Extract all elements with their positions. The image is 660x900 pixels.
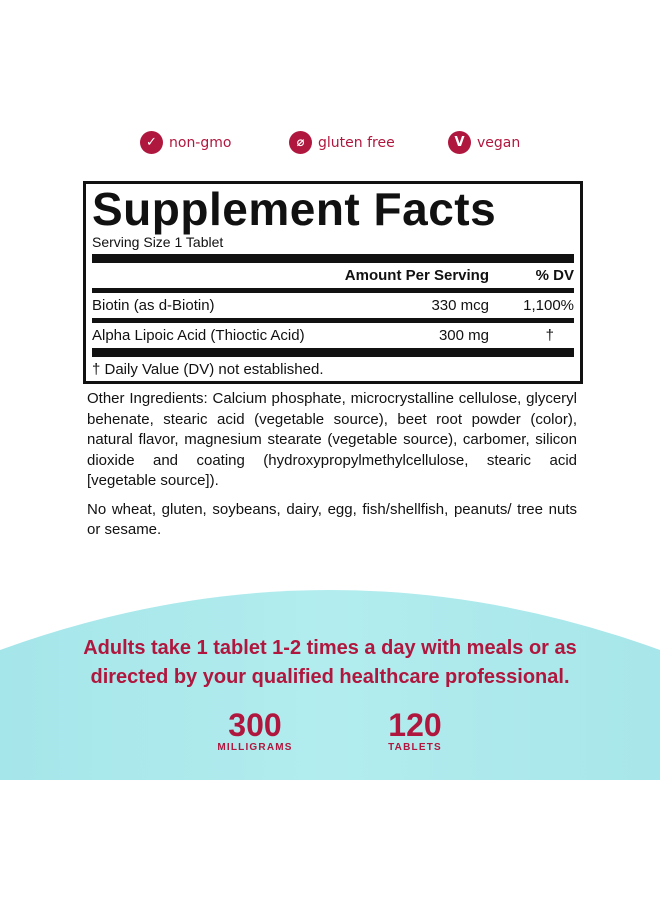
badge-label: non-gmo [169, 134, 232, 151]
stat-tablets: 120 TABLETS [370, 708, 460, 753]
nutrient-name: Biotin (as d-Biotin) [92, 297, 215, 314]
col-dv: % DV [535, 267, 574, 284]
directions: Adults take 1 tablet 1-2 times a day wit… [0, 634, 660, 692]
teal-background [0, 590, 660, 780]
nutrient-dv: † [545, 327, 554, 344]
badge-label: gluten free [318, 134, 395, 151]
nutrient-name: Alpha Lipoic Acid (Thioctic Acid) [92, 327, 305, 344]
col-amount: Amount Per Serving [344, 267, 489, 284]
stat-unit: TABLETS [388, 742, 442, 753]
stat-unit: MILLIGRAMS [217, 742, 293, 753]
badge-label: vegan [477, 134, 521, 151]
table-row: Biotin (as d-Biotin) 330 mcg 1,100% [92, 293, 574, 318]
wheat-icon: ⌀ [289, 131, 312, 154]
stat-milligrams: 300 MILLIGRAMS [205, 708, 305, 753]
v-icon: V [448, 131, 471, 154]
directions-line: Adults take 1 tablet 1-2 times a day wit… [83, 637, 577, 659]
nutrient-amount: 300 mg [438, 327, 489, 344]
other-ingredients: Other Ingredients: Calcium phosphate, mi… [87, 390, 577, 489]
nutrient-dv: 1,100% [523, 297, 574, 314]
divider [92, 288, 574, 293]
table-row: Alpha Lipoic Acid (Thioctic Acid) 300 mg † [92, 323, 574, 348]
facts-title: Supplement Facts [92, 183, 497, 235]
badge-gluten-free: ⌀ gluten free [289, 131, 395, 154]
allergen-statement: No wheat, gluten, soybeans, dairy, egg, … [87, 500, 577, 539]
divider [92, 254, 574, 263]
nutrient-amount: 330 mcg [431, 297, 489, 314]
stat-value: 120 [388, 707, 442, 743]
footnote: † Daily Value (DV) not established. [92, 361, 324, 378]
divider [92, 318, 574, 323]
check-icon: ✓ [140, 131, 163, 154]
serving-size: Serving Size 1 Tablet [92, 234, 224, 250]
directions-line: directed by your qualified healthcare pr… [90, 666, 570, 688]
badge-non-gmo: ✓ non-gmo [140, 131, 231, 154]
supplement-facts-panel: Supplement Facts Serving Size 1 Tablet A… [83, 181, 583, 384]
ingredients-section: Other Ingredients: Calcium phosphate, mi… [87, 389, 577, 549]
teal-arc-shape [0, 590, 660, 780]
divider [92, 348, 574, 357]
stat-value: 300 [228, 707, 282, 743]
facts-header: Amount Per Serving % DV [92, 263, 574, 288]
